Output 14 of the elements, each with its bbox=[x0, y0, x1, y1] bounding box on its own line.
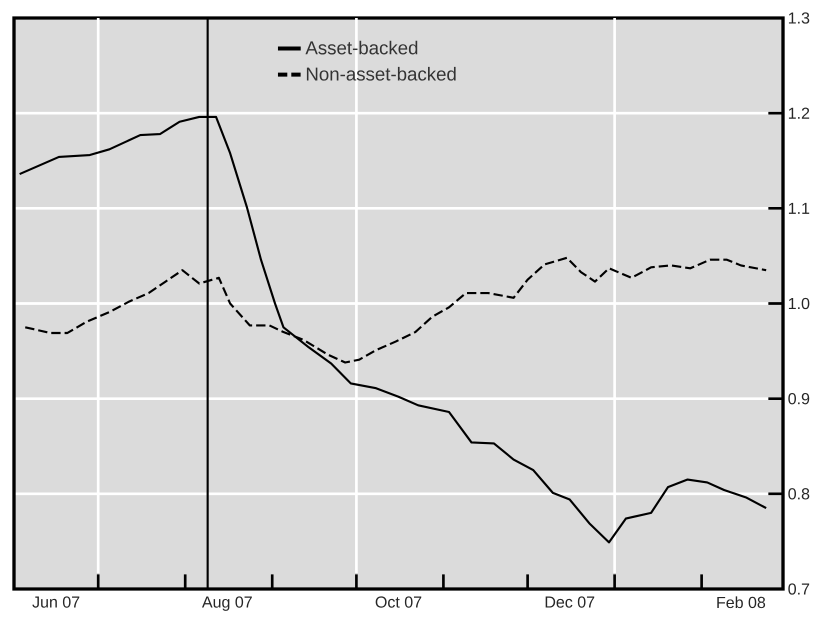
x-tick-label: Aug 07 bbox=[202, 596, 252, 611]
x-tick-label: Oct 07 bbox=[376, 596, 422, 608]
x-tick-label: Jun 07 bbox=[32, 596, 80, 608]
x-tick-label: Feb 08 bbox=[717, 596, 766, 608]
legend-label: Asset-backed bbox=[305, 40, 418, 54]
y-tick-label: 1.2 bbox=[788, 108, 810, 119]
y-tick-label: 0.8 bbox=[788, 488, 810, 500]
x-tick-label: Dec 07 bbox=[546, 596, 594, 608]
y-tick-label: 0.7 bbox=[788, 583, 810, 595]
y-tick-label: 0.9 bbox=[788, 393, 810, 404]
y-tick-label: 1.3 bbox=[788, 12, 810, 24]
y-tick-label: 1.0 bbox=[788, 298, 810, 310]
y-tick-label: 1.1 bbox=[788, 202, 810, 214]
legend-label: Non-asset-backed bbox=[306, 66, 456, 81]
